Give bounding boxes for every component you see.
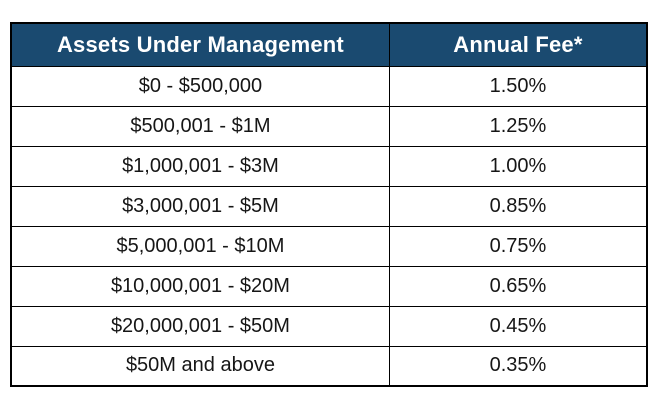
annual-fee-cell: 0.85% (388, 185, 648, 227)
table-row: $5,000,001 - $10M 0.75% (10, 225, 648, 267)
table-row: $10,000,001 - $20M 0.65% (10, 265, 648, 307)
table-row: $50M and above 0.35% (10, 345, 648, 387)
annual-fee-cell: 0.65% (388, 265, 648, 307)
aum-range-cell: $20,000,001 - $50M (10, 305, 390, 347)
aum-range-cell: $50M and above (10, 345, 390, 387)
aum-range-cell: $500,001 - $1M (10, 105, 390, 147)
table-row: $1,000,001 - $3M 1.00% (10, 145, 648, 187)
annual-fee-cell: 1.00% (388, 145, 648, 187)
annual-fee-cell: 1.25% (388, 105, 648, 147)
annual-fee-cell: 0.45% (388, 305, 648, 347)
aum-range-cell: $1,000,001 - $3M (10, 145, 390, 187)
annual-fee-cell: 0.35% (388, 345, 648, 387)
table-row: $3,000,001 - $5M 0.85% (10, 185, 648, 227)
aum-range-cell: $0 - $500,000 (10, 65, 390, 107)
table-row: $500,001 - $1M 1.25% (10, 105, 648, 147)
aum-range-cell: $10,000,001 - $20M (10, 265, 390, 307)
annual-fee-cell: 0.75% (388, 225, 648, 267)
column-header-annual-fee: Annual Fee* (388, 22, 648, 67)
table-body: $0 - $500,000 1.50% $500,001 - $1M 1.25% $1,… (10, 65, 648, 387)
table-row: $20,000,001 - $50M 0.45% (10, 305, 648, 347)
aum-range-cell: $3,000,001 - $5M (10, 185, 390, 227)
table-row: $0 - $500,000 1.50% (10, 65, 648, 107)
annual-fee-cell: 1.50% (388, 65, 648, 107)
aum-range-cell: $5,000,001 - $10M (10, 225, 390, 267)
table-header-row: Assets Under Management Annual Fee* (10, 22, 648, 67)
fee-schedule-table: Assets Under Management Annual Fee* $0 -… (10, 22, 648, 387)
column-header-assets-under-management: Assets Under Management (10, 22, 390, 67)
fee-schedule-table-container: Assets Under Management Annual Fee* $0 -… (10, 22, 648, 387)
